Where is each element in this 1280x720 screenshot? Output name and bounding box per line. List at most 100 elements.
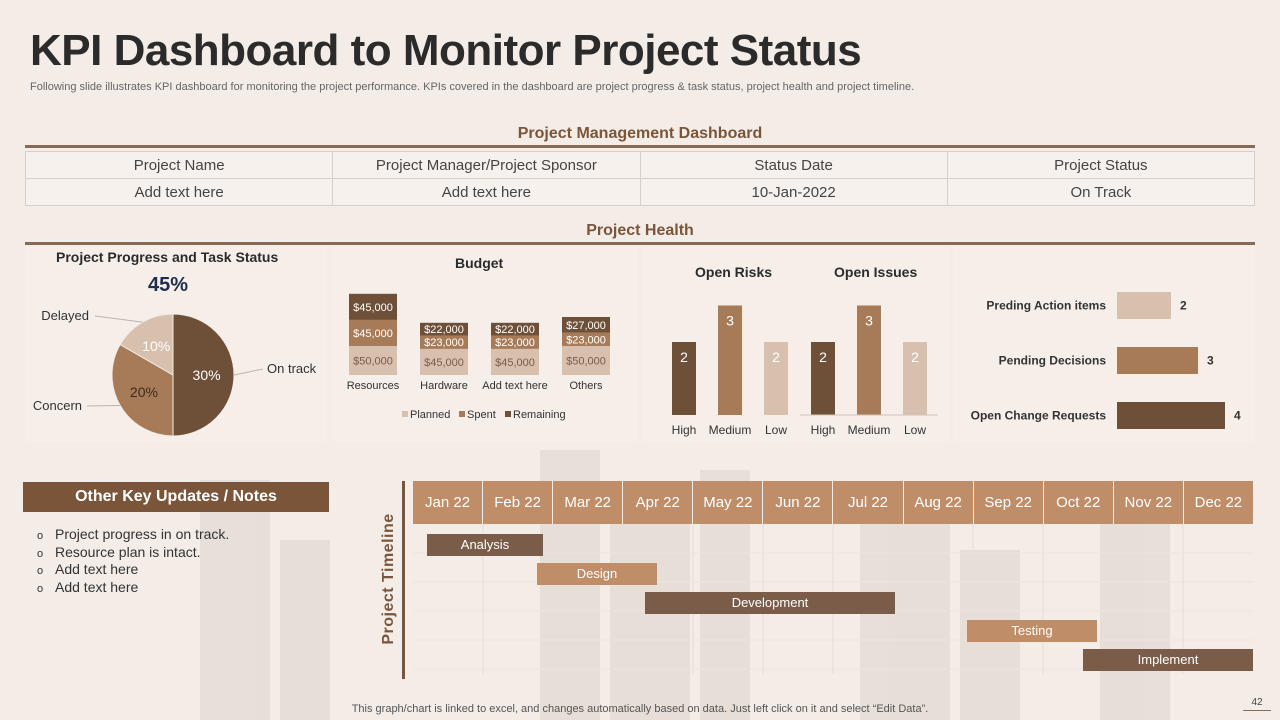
pie-leader-line	[233, 368, 264, 376]
pie-chart: 30% On track 20% Concern 10% Delayed	[33, 308, 317, 437]
timeline-month: Jun 22	[763, 481, 834, 524]
timeline-month: Nov 22	[1113, 481, 1184, 524]
pie-slice-label: On track	[267, 361, 317, 376]
table-cell: On Track	[946, 178, 1256, 206]
budget-category-label: Others	[569, 380, 603, 392]
list-item: o Add text here	[37, 579, 229, 597]
bullet-icon: o	[37, 530, 44, 542]
risk-category-label: High	[811, 423, 836, 437]
bullet-icon: o	[37, 582, 44, 595]
action-category-label: Pending Decisions	[999, 354, 1107, 368]
timeline-task-bar: Implement	[1083, 649, 1253, 672]
budget-bar-segment	[420, 335, 468, 349]
budget-bar-label: $45,000	[353, 302, 393, 314]
budget-bar-segment	[420, 322, 468, 336]
pie-leader-line	[86, 405, 121, 407]
action-items-chart: Preding Action items 2 Pending Decisions 3 O…	[971, 292, 1241, 429]
budget-bar-segment	[491, 348, 539, 375]
pie-slice-label: Delayed	[41, 308, 89, 323]
pie-chart-title: Project Progress and Task Status	[56, 249, 279, 265]
risk-bar-value: 2	[772, 349, 780, 365]
risk-bar	[903, 342, 927, 415]
risk-bar-value: 3	[865, 313, 873, 329]
timeline-month: Oct 22	[1043, 481, 1114, 524]
budget-bar-label: $45,000	[424, 357, 464, 369]
timeline-month: Jul 22	[833, 481, 904, 524]
budget-bar-segment	[349, 319, 397, 346]
page-number: 42	[1243, 697, 1271, 711]
pie-slice-label: Concern	[33, 398, 82, 413]
risk-bar-value: 2	[911, 349, 919, 365]
risk-bar	[764, 342, 788, 415]
budget-bar-segment	[562, 317, 610, 333]
action-bar	[1117, 402, 1225, 429]
note-text: Project progress in on track.	[55, 526, 230, 542]
pm-dashboard-rule	[25, 145, 1255, 148]
issues-chart-title: Open Issues	[834, 264, 918, 280]
timeline-month: Apr 22	[623, 481, 694, 524]
timeline-label-text: Project Timeline	[380, 513, 397, 645]
budget-category-label: Hardware	[420, 380, 468, 392]
timeline-task-bar: Development	[645, 591, 895, 614]
progress-percent: 45%	[148, 274, 189, 296]
timeline-task-bar: Design	[537, 562, 657, 585]
risk-bar-value: 2	[819, 349, 827, 365]
budget-bar-label: $22,000	[424, 324, 464, 336]
budget-chart-title: Budget	[455, 255, 504, 271]
budget-bar-segment	[491, 322, 539, 336]
footer-note: This graph/chart is linked to excel, and…	[351, 703, 929, 715]
timeline-months: Jan 22 Feb 22 Mar 22 Apr 22 May 22 Jun 22 Jul …	[413, 481, 1253, 524]
legend-swatch	[505, 411, 511, 417]
timeline-month: Sep 22	[973, 481, 1044, 524]
list-item: o Project progress in on track.	[37, 526, 229, 544]
table-cell: Add text here	[332, 178, 641, 206]
budget-bar-segment	[349, 293, 397, 320]
table-header-cell: Project Manager/Project Sponsor	[332, 151, 641, 179]
risk-bar-value: 3	[726, 313, 734, 329]
note-text: Add text here	[55, 561, 139, 577]
budget-category-label: Resources	[347, 380, 400, 392]
timeline-month: Jan 22	[413, 481, 484, 524]
table-header-row: Project Name Project Manager/Project Spo…	[24, 151, 1256, 179]
action-bar	[1117, 292, 1171, 319]
risk-category-label: Low	[904, 423, 926, 437]
budget-bar-label: $23,000	[566, 334, 606, 346]
risk-bar	[811, 342, 835, 415]
risk-category-label: Low	[765, 423, 787, 437]
risk-category-label: Medium	[848, 423, 891, 437]
notes-header: Other Key Updates / Notes	[23, 482, 329, 512]
risk-bar-value: 2	[680, 349, 688, 365]
timeline-month: Mar 22	[553, 481, 624, 524]
pm-dashboard-table: Project Name Project Manager/Project Spo…	[24, 151, 1256, 206]
action-bar-value: 3	[1207, 354, 1214, 368]
timeline-axis	[402, 481, 405, 679]
list-item: o Add text here	[37, 561, 229, 579]
action-bar-value: 4	[1234, 409, 1241, 423]
budget-chart: $50,000 $45,000 $45,000 Resources $45,000 $23…	[347, 293, 610, 421]
budget-bar-label: $45,000	[495, 357, 535, 369]
note-text: Add text here	[55, 578, 139, 595]
legend-label: Spent	[467, 409, 496, 421]
pie-leader-line	[94, 315, 143, 323]
timeline-month: Dec 22	[1183, 481, 1253, 524]
budget-bar-segment	[562, 332, 610, 346]
budget-category-label: Add text here	[482, 380, 547, 392]
risk-bar	[672, 342, 696, 415]
budget-bar-label: $23,000	[495, 337, 535, 349]
table-cell: 10-Jan-2022	[639, 178, 948, 206]
legend-swatch	[459, 411, 465, 417]
budget-bar-segment	[562, 346, 610, 375]
risks-chart-title: Open Risks	[695, 264, 773, 280]
budget-bar-label: $45,000	[353, 328, 393, 340]
budget-bar-segment	[420, 348, 468, 375]
legend-label: Planned	[410, 409, 450, 421]
timeline-task-bar: Testing	[967, 620, 1097, 643]
budget-bar-label: $50,000	[566, 356, 606, 368]
budget-bar-label: $23,000	[424, 337, 464, 349]
project-health-rule	[25, 242, 1255, 245]
pm-dashboard-title: Project Management Dashboard	[517, 125, 763, 142]
timeline-month: May 22	[693, 481, 764, 524]
budget-bar-segment	[349, 346, 397, 375]
bullet-icon: o	[37, 565, 44, 577]
budget-bar-segment	[491, 335, 539, 349]
